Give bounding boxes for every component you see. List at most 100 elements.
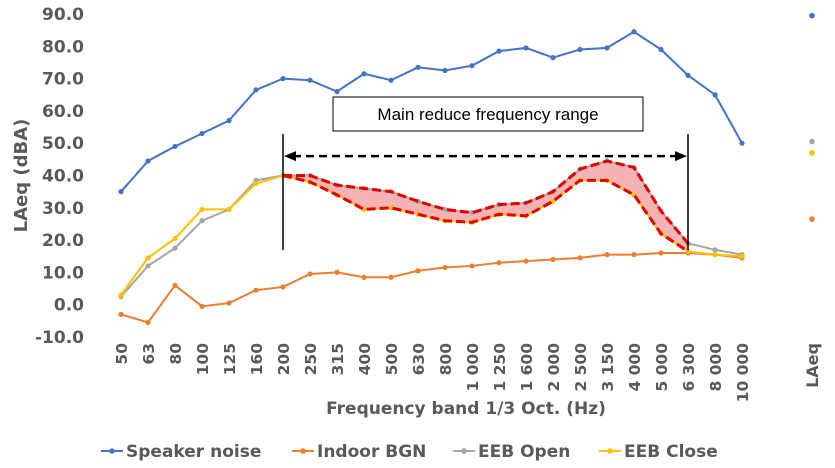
data-point bbox=[442, 264, 448, 271]
data-point bbox=[253, 287, 259, 293]
data-point bbox=[658, 250, 664, 256]
x-tick-label: 200 bbox=[275, 343, 293, 376]
data-point bbox=[496, 260, 502, 266]
y-axis-title: LAeq (dBA) bbox=[11, 119, 32, 233]
data-point bbox=[199, 218, 205, 224]
x-tick-label: 50 bbox=[113, 343, 131, 365]
data-point bbox=[442, 206, 448, 213]
legend-item: EEB Open bbox=[453, 442, 570, 462]
series-eeb-close bbox=[118, 150, 815, 298]
x-tick-label: 315 bbox=[329, 343, 347, 375]
series-indoor-bgn bbox=[118, 216, 815, 326]
data-point bbox=[280, 284, 286, 290]
data-point bbox=[226, 117, 232, 124]
x-tick-label: 125 bbox=[221, 343, 239, 375]
y-tick-label: 30.0 bbox=[42, 199, 84, 219]
y-tick-label: 50.0 bbox=[42, 134, 84, 154]
annotation-arrowhead-left bbox=[284, 151, 296, 162]
annotation-text: Main reduce frequency range bbox=[377, 105, 598, 124]
data-point bbox=[550, 198, 556, 204]
x-tick-label: 250 bbox=[302, 343, 320, 376]
legend-swatch-marker bbox=[607, 448, 613, 454]
data-point bbox=[577, 255, 583, 261]
laeq-tick-label: LAeq bbox=[803, 343, 822, 388]
y-tick-label: 90.0 bbox=[42, 5, 84, 25]
data-point bbox=[199, 206, 205, 213]
x-tick-label: 63 bbox=[140, 343, 158, 365]
legend-swatch-marker bbox=[109, 448, 115, 454]
data-point bbox=[712, 92, 718, 98]
legend: Speaker noise Indoor BGN EEB Open EEB Close bbox=[101, 442, 718, 462]
data-point bbox=[172, 235, 178, 242]
data-point bbox=[118, 189, 124, 195]
data-point bbox=[172, 282, 178, 288]
data-point bbox=[469, 263, 475, 269]
data-point bbox=[118, 311, 124, 317]
legend-item: Indoor BGN bbox=[292, 442, 426, 462]
data-point bbox=[334, 88, 340, 95]
x-tick-label: 6 300 bbox=[680, 343, 698, 392]
data-point bbox=[388, 205, 394, 211]
highlight-upper-outline bbox=[283, 159, 690, 245]
annotation: Main reduce frequency range bbox=[282, 96, 689, 250]
data-point bbox=[604, 45, 610, 51]
x-tick-label: 80 bbox=[167, 343, 185, 365]
series-speaker-noise bbox=[118, 12, 815, 195]
y-tick-label: 40.0 bbox=[42, 167, 84, 187]
data-point bbox=[361, 274, 367, 280]
x-tick-label: 8 000 bbox=[707, 343, 725, 392]
legend-item: Speaker noise bbox=[101, 442, 261, 462]
data-point bbox=[442, 67, 448, 74]
data-point bbox=[145, 319, 151, 326]
data-point bbox=[469, 63, 475, 69]
x-axis-ticks: 50 63 80 100 125 160 200 250 315 400 500 630 800 1 00… bbox=[113, 343, 752, 403]
data-point bbox=[739, 140, 745, 146]
series-line bbox=[120, 30, 743, 193]
data-point bbox=[739, 253, 745, 259]
data-point bbox=[226, 206, 232, 213]
data-point bbox=[145, 158, 151, 164]
data-point bbox=[388, 77, 394, 83]
data-point bbox=[415, 64, 421, 70]
x-tick-label: 500 bbox=[383, 343, 401, 376]
y-tick-label: 10.0 bbox=[42, 263, 84, 283]
series-lines bbox=[118, 12, 815, 326]
data-point bbox=[388, 274, 394, 280]
data-point bbox=[415, 268, 421, 274]
x-tick-label: 100 bbox=[194, 343, 212, 376]
data-point bbox=[172, 143, 178, 150]
data-point bbox=[145, 263, 151, 269]
data-point bbox=[280, 76, 286, 82]
x-tick-label: 3 150 bbox=[599, 343, 617, 392]
x-tick-label: 400 bbox=[356, 343, 374, 376]
y-axis-ticks: 90.0 80.0 70.0 60.0 50.0 40.0 30.0 20.0 10.0 0.0 -… bbox=[35, 5, 84, 348]
data-point bbox=[307, 77, 313, 83]
y-tick-label: 60.0 bbox=[42, 102, 84, 122]
data-point bbox=[496, 48, 502, 54]
data-point bbox=[658, 46, 664, 53]
series-line bbox=[120, 159, 743, 298]
data-point bbox=[550, 55, 556, 61]
series-line bbox=[120, 252, 743, 324]
annotation-box bbox=[332, 96, 644, 132]
data-point bbox=[523, 258, 529, 264]
legend-swatch-marker bbox=[461, 448, 467, 454]
laeq-point bbox=[809, 12, 815, 19]
data-point bbox=[253, 180, 259, 187]
x-tick-label: 2 000 bbox=[545, 343, 563, 392]
legend-label: EEB Open bbox=[478, 442, 570, 462]
data-point bbox=[550, 256, 556, 263]
data-point bbox=[631, 252, 637, 258]
data-point bbox=[118, 292, 124, 298]
data-point bbox=[577, 46, 583, 53]
x-tick-label: 1 600 bbox=[518, 343, 536, 392]
legend-item: EEB Close bbox=[599, 442, 718, 462]
y-tick-label: 70.0 bbox=[42, 70, 84, 90]
x-tick-label: 2 500 bbox=[572, 343, 590, 392]
data-point bbox=[253, 87, 259, 93]
x-tick-label: 10 000 bbox=[734, 343, 752, 403]
x-tick-label: 800 bbox=[437, 343, 455, 376]
annotation-arrowhead-right bbox=[675, 151, 687, 162]
highlight-lower-outline bbox=[282, 174, 689, 253]
